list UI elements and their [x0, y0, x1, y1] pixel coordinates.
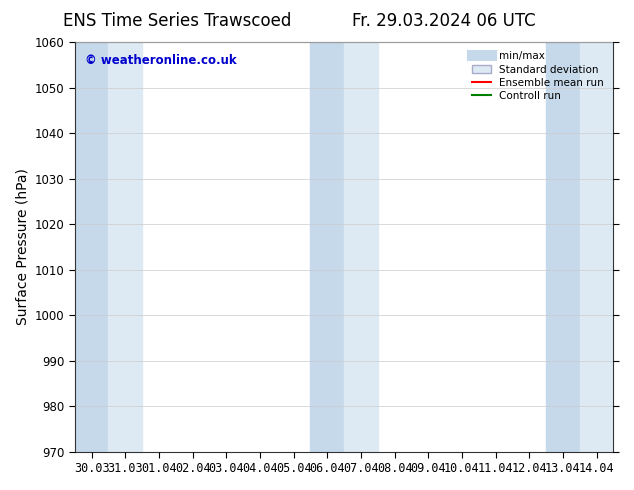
Text: Fr. 29.03.2024 06 UTC: Fr. 29.03.2024 06 UTC	[352, 12, 536, 30]
Bar	[546, 42, 579, 452]
Text: ENS Time Series Trawscoed: ENS Time Series Trawscoed	[63, 12, 292, 30]
Y-axis label: Surface Pressure (hPa): Surface Pressure (hPa)	[15, 169, 29, 325]
Text: © weatheronline.co.uk: © weatheronline.co.uk	[86, 54, 237, 67]
Legend: min/max, Standard deviation, Ensemble mean run, Controll run: min/max, Standard deviation, Ensemble me…	[468, 47, 608, 105]
Bar	[344, 42, 378, 452]
Bar	[579, 42, 614, 452]
Bar	[108, 42, 142, 452]
Bar	[311, 42, 344, 452]
Bar	[75, 42, 108, 452]
